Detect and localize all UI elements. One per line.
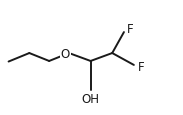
Text: O: O	[61, 47, 70, 60]
Text: F: F	[127, 22, 133, 35]
Text: F: F	[137, 61, 144, 73]
Text: OH: OH	[82, 92, 100, 105]
